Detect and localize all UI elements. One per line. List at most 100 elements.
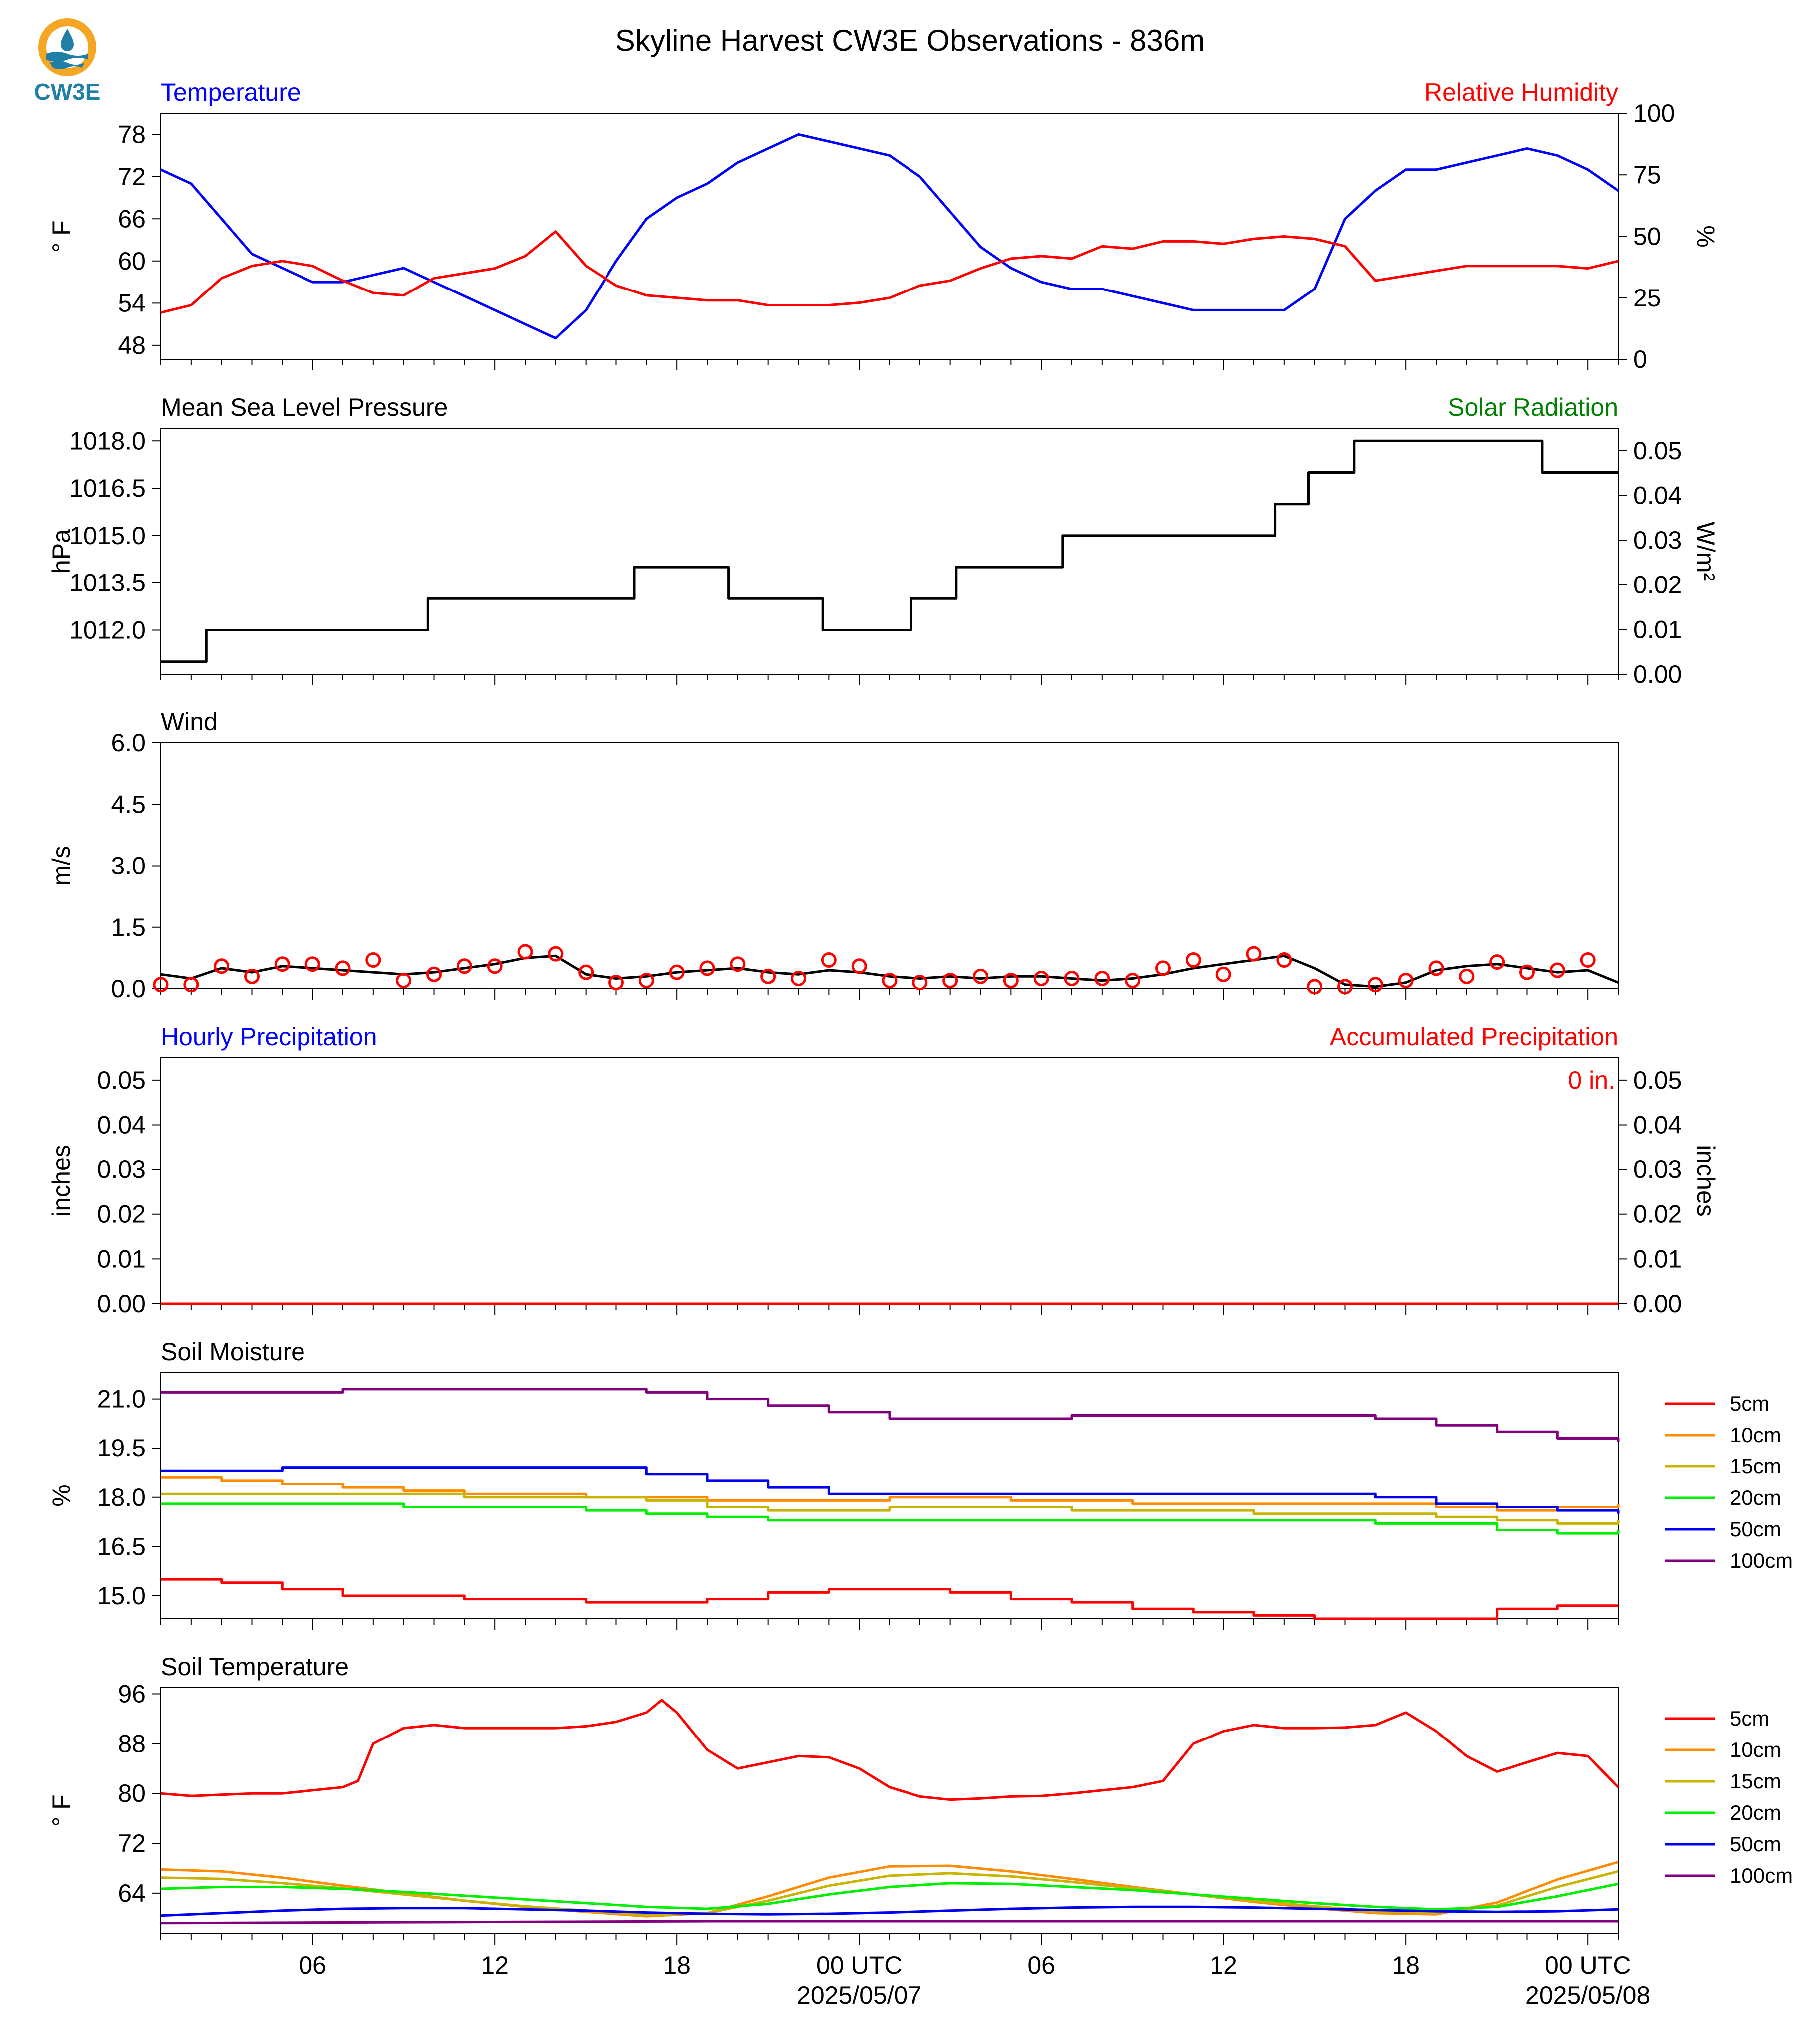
wind-gust-marker xyxy=(821,952,837,968)
y-tick-label: 96 xyxy=(118,1680,146,1708)
wind-gust-marker xyxy=(487,958,503,974)
y-tick-label: 4.5 xyxy=(111,790,146,818)
wind-gust-marker xyxy=(851,958,867,974)
panel-soil_temperature: Soil Temperature 64 72 80 88 96 ° F 5cm 10cm 15cm… xyxy=(47,1653,1793,2009)
wind-gust-marker xyxy=(760,968,776,984)
wind-gust-marker xyxy=(1276,952,1292,968)
y-tick-label: 0.0 xyxy=(111,975,146,1003)
y-tick-label: 78 xyxy=(118,120,146,148)
y-tick-label-right: 0.00 xyxy=(1633,660,1682,688)
series-line-5cm xyxy=(161,1578,1618,1620)
y-tick-label: 72 xyxy=(118,163,146,191)
y-tick-label: 0.05 xyxy=(97,1066,146,1094)
y-axis-label: ° F xyxy=(47,1794,75,1826)
wind-gust-marker xyxy=(973,968,988,984)
wind-gust-marker xyxy=(882,973,898,989)
wind-gust-marker xyxy=(1367,977,1383,993)
y-tick-label-right: 0.00 xyxy=(1633,1290,1682,1318)
wind-gust-marker xyxy=(1033,970,1049,986)
y-tick-label-right: 0.01 xyxy=(1633,1245,1682,1273)
wind-gust-marker xyxy=(1580,952,1596,968)
panel-wind: Wind 0.0 1.5 3.0 4.5 6.0 m/s xyxy=(47,708,1619,1003)
wind-gust-marker xyxy=(548,946,564,962)
x-tick-label: 06 xyxy=(299,1951,326,1979)
series-line-50cm xyxy=(160,1905,1619,1917)
y-tick-label: 0.00 xyxy=(97,1290,146,1318)
wind-gust-marker xyxy=(1246,946,1262,962)
legend-label: 50cm xyxy=(1730,1832,1781,1856)
y-tick-label: 54 xyxy=(118,289,146,317)
panels: Temperature Relative Humidity 48 54 60 66 72 78… xyxy=(47,78,1793,2009)
wind-gust-marker xyxy=(153,977,169,993)
series-line xyxy=(160,133,1619,340)
y-tick-label-right: 0.03 xyxy=(1633,526,1682,554)
y-tick-label-right: 0.02 xyxy=(1633,1200,1682,1228)
plot-frame xyxy=(160,742,1619,989)
x-tick-label: 00 UTC xyxy=(816,1951,902,1979)
wind-gust-marker xyxy=(1459,968,1475,984)
plot-frame xyxy=(160,113,1619,360)
y-tick-label: 0.03 xyxy=(97,1156,146,1183)
series-line-10cm xyxy=(161,1476,1620,1512)
y-tick-label: 72 xyxy=(118,1829,146,1857)
legend-label: 100cm xyxy=(1730,1549,1793,1572)
y-tick-label: 48 xyxy=(118,331,146,359)
panel-title-left: Mean Sea Level Pressure xyxy=(161,393,448,421)
wind-gust-marker xyxy=(517,944,533,960)
legend: 5cm 10cm 15cm 20cm 50cm 100cm xyxy=(1665,1707,1793,1887)
series-line-50cm xyxy=(161,1466,1620,1514)
wind-gust-marker xyxy=(214,958,230,974)
panel-soil_moisture: Soil Moisture 15.0 16.5 18.0 19.5 21.0% 5cm 10c… xyxy=(47,1338,1793,1630)
logo-text: CW3E xyxy=(34,79,101,105)
y-tick-label: 0.01 xyxy=(97,1245,146,1273)
wind-gust-marker xyxy=(1489,954,1505,970)
x-tick-label: 06 xyxy=(1027,1951,1055,1979)
logo-wave-1 xyxy=(46,52,88,62)
x-tick-label: 18 xyxy=(1392,1951,1420,1979)
y-axis-label-right: W/m² xyxy=(1692,522,1720,581)
legend-label: 15cm xyxy=(1730,1769,1781,1793)
y-tick-label: 1012.0 xyxy=(69,616,146,644)
y-tick-label: 6.0 xyxy=(111,729,146,757)
wind-gust-marker xyxy=(304,956,320,972)
legend-label: 50cm xyxy=(1730,1517,1781,1541)
x-tick-label: 12 xyxy=(1210,1951,1237,1979)
wind-gust-marker xyxy=(669,964,685,980)
y-tick-label: 1018.0 xyxy=(69,427,146,455)
series-line-100cm xyxy=(161,1388,1620,1442)
cw3e-logo: CW3E xyxy=(30,15,105,105)
panel-title-left: Wind xyxy=(161,708,218,736)
figure-title: Skyline Harvest CW3E Observations - 836m xyxy=(615,24,1205,57)
panel-title-right: Relative Humidity xyxy=(1424,78,1618,106)
wind-gust-marker xyxy=(1337,979,1353,995)
panel-title-left: Soil Temperature xyxy=(161,1653,349,1681)
legend-label: 5cm xyxy=(1730,1707,1769,1730)
y-tick-label: 1.5 xyxy=(111,913,146,941)
wind-gust-marker xyxy=(1064,970,1080,986)
y-tick-label: 19.5 xyxy=(97,1434,146,1462)
wind-gust-marker xyxy=(638,973,654,989)
wind-gust-marker xyxy=(1519,964,1535,980)
x-tick-label: 18 xyxy=(663,1951,691,1979)
panel-title-left: Temperature xyxy=(161,78,301,106)
wind-gust-marker xyxy=(608,975,624,991)
y-axis-label: % xyxy=(47,1484,75,1506)
y-tick-label: 66 xyxy=(118,205,146,233)
y-axis-label: m/s xyxy=(47,846,75,886)
y-tick-label: 1015.0 xyxy=(69,522,146,550)
y-tick-label: 15.0 xyxy=(97,1582,146,1610)
wind-gust-marker xyxy=(791,970,806,986)
wind-gust-marker xyxy=(1003,973,1019,989)
y-tick-label: 0.04 xyxy=(97,1111,146,1139)
panel-title-left: Soil Moisture xyxy=(161,1338,305,1366)
y-tick-label-right: 50 xyxy=(1633,223,1661,251)
wind-gust-marker xyxy=(1428,960,1444,976)
y-axis-label: ° F xyxy=(47,220,75,252)
wind-gust-marker xyxy=(699,960,715,976)
y-tick-label-right: 25 xyxy=(1633,284,1661,312)
legend-label: 100cm xyxy=(1730,1864,1793,1887)
wind-gust-marker xyxy=(942,973,958,989)
wind-gust-marker xyxy=(365,952,381,968)
wind-gust-marker xyxy=(426,966,442,982)
wind-gust-marker xyxy=(578,964,594,980)
